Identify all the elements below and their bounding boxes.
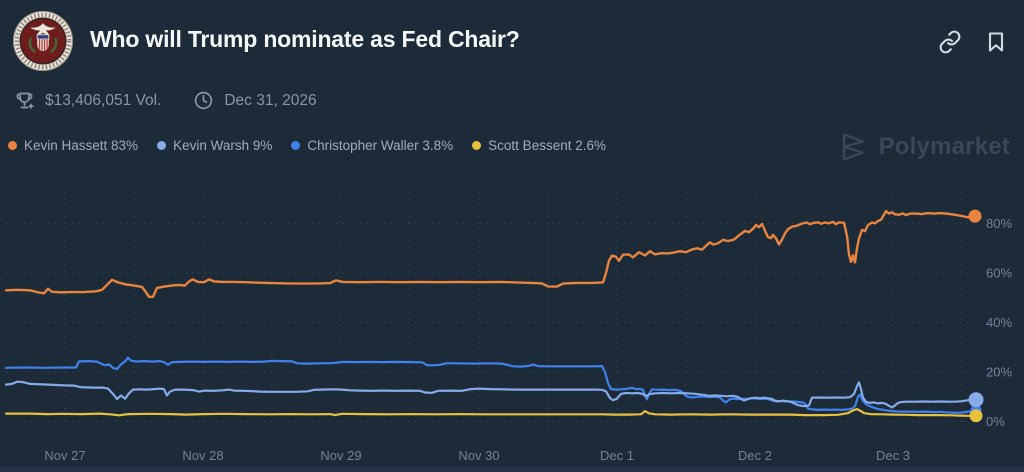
legend-label: Kevin Warsh 9% bbox=[173, 138, 273, 153]
x-axis-tick-label: Nov 30 bbox=[458, 448, 499, 463]
series-line-kevin-hassett bbox=[4, 209, 977, 298]
x-axis-tick-label: Dec 2 bbox=[738, 448, 772, 463]
polymarket-watermark: Polymarket bbox=[836, 130, 1010, 164]
chart-legend: Kevin Hassett 83% Kevin Warsh 9% Christoph… bbox=[8, 138, 606, 153]
polymarket-wordmark: Polymarket bbox=[878, 133, 1010, 160]
series-endpoint-dot-kevin-warsh bbox=[968, 392, 984, 408]
market-avatar-fed-seal-icon bbox=[12, 10, 74, 72]
series-line-kevin-warsh bbox=[4, 380, 978, 409]
y-axis-tick-label: 80% bbox=[986, 216, 1012, 231]
market-title: Who will Trump nominate as Fed Chair? bbox=[90, 26, 520, 52]
legend-item: Scott Bessent 2.6% bbox=[472, 138, 606, 153]
y-axis-tick-label: 20% bbox=[986, 365, 1012, 380]
volume-value: $13,406,051 Vol. bbox=[45, 91, 162, 109]
legend-dot-icon bbox=[472, 141, 482, 150]
y-axis-tick-label: 40% bbox=[986, 315, 1012, 330]
series-endpoint-dot-kevin-hassett bbox=[968, 209, 982, 223]
header-actions bbox=[938, 30, 1008, 54]
legend-label: Scott Bessent 2.6% bbox=[488, 138, 606, 153]
x-axis-tick-label: Nov 28 bbox=[182, 448, 223, 463]
series-line-scott-bessent bbox=[4, 408, 978, 417]
x-axis-tick-label: Nov 27 bbox=[44, 448, 85, 463]
bookmark-button[interactable] bbox=[984, 30, 1008, 54]
y-axis-tick-label: 60% bbox=[986, 266, 1012, 281]
series-line-christopher-waller bbox=[4, 356, 978, 414]
legend-dot-icon bbox=[8, 141, 17, 150]
legend-dot-icon bbox=[157, 141, 167, 150]
end-date-value: Dec 31, 2026 bbox=[224, 91, 317, 109]
copy-link-button[interactable] bbox=[938, 30, 962, 54]
x-axis-tick-label: Nov 29 bbox=[320, 448, 361, 463]
bottom-panel-edge bbox=[0, 467, 1024, 472]
volume-trophy-icon bbox=[16, 92, 34, 109]
legend-item: Christopher Waller 3.8% bbox=[291, 138, 453, 153]
legend-item: Kevin Hassett 83% bbox=[8, 138, 138, 153]
legend-label: Kevin Hassett 83% bbox=[24, 138, 139, 153]
x-axis-tick-label: Dec 3 bbox=[876, 448, 910, 463]
legend-label: Christopher Waller 3.8% bbox=[307, 138, 454, 153]
end-date-clock-icon bbox=[195, 91, 213, 110]
market-stats: $13,406,051 Vol. Dec 31, 2026 bbox=[14, 90, 317, 111]
series-endpoint-dot-scott-bessent bbox=[969, 409, 983, 423]
x-axis-tick-label: Dec 1 bbox=[600, 448, 634, 463]
polymarket-logo-icon bbox=[842, 133, 864, 161]
y-axis-tick-label: 0% bbox=[986, 414, 1005, 429]
legend-item: Kevin Warsh 9% bbox=[157, 138, 272, 153]
legend-dot-icon bbox=[291, 141, 301, 150]
